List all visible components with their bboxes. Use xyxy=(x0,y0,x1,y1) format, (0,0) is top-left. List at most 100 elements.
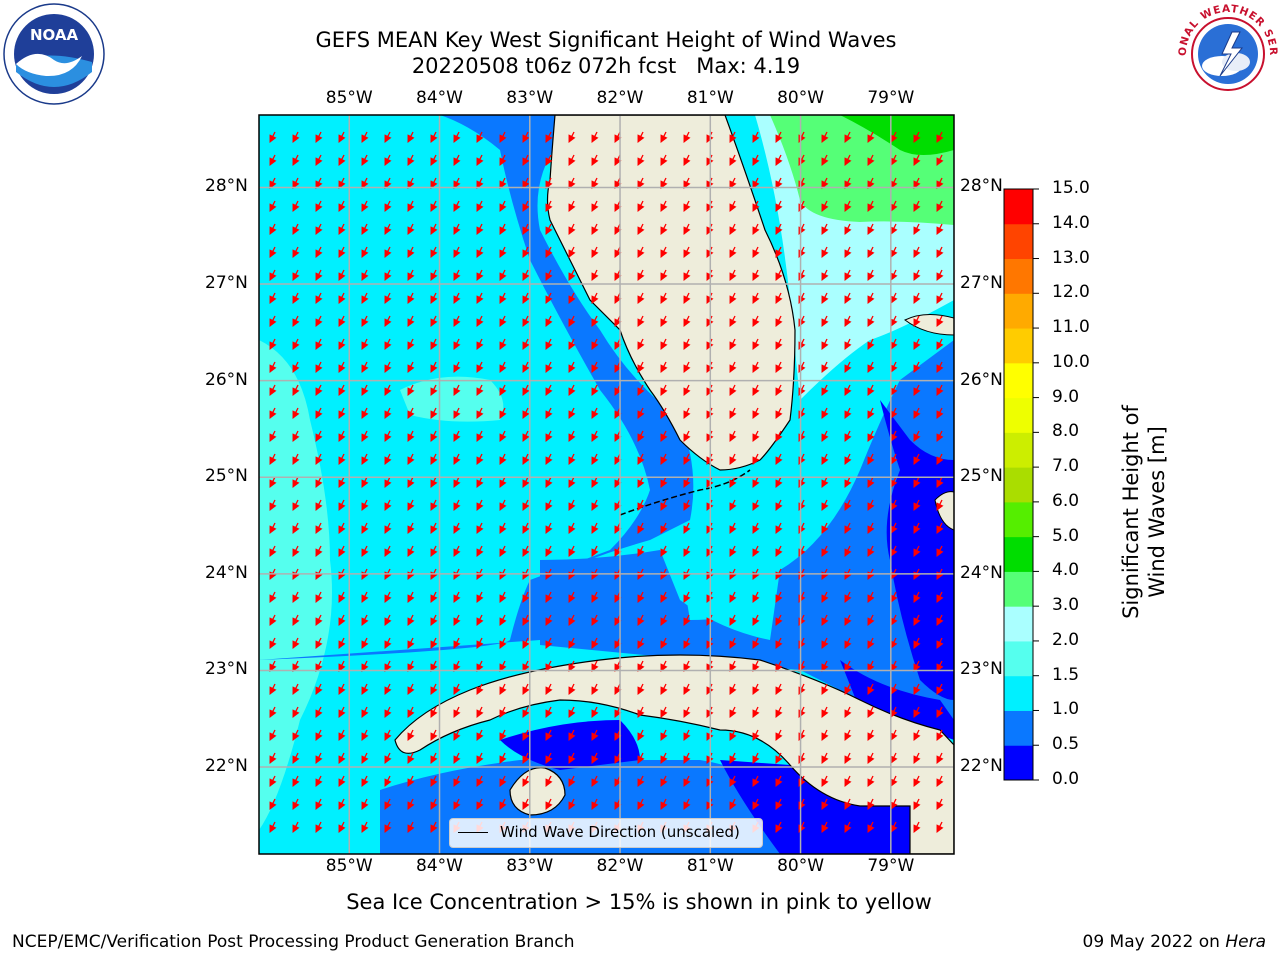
colorbar-tick-label: 14.0 xyxy=(1052,212,1090,233)
wave-direction-arrow xyxy=(844,591,852,603)
wave-direction-arrow xyxy=(338,637,346,649)
wave-direction-arrow xyxy=(292,499,300,511)
wave-direction-arrow xyxy=(361,752,369,764)
wave-direction-arrow xyxy=(844,269,852,281)
wave-direction-arrow xyxy=(384,591,392,603)
wave-direction-arrow xyxy=(913,821,921,833)
wave-direction-arrow xyxy=(407,660,415,672)
wave-direction-arrow xyxy=(430,338,438,350)
footer-date-text: 09 May 2022 on xyxy=(1082,932,1226,952)
wave-direction-arrow xyxy=(338,269,346,281)
wave-direction-arrow xyxy=(614,154,622,166)
wave-direction-arrow xyxy=(591,384,599,396)
wave-direction-arrow xyxy=(545,706,553,718)
wave-direction-arrow xyxy=(752,200,760,212)
wave-direction-arrow xyxy=(614,614,622,626)
wave-direction-arrow xyxy=(821,315,829,327)
wave-direction-arrow xyxy=(269,821,277,833)
wave-direction-arrow xyxy=(683,614,691,626)
wave-direction-arrow xyxy=(292,775,300,787)
wave-direction-arrow xyxy=(315,200,323,212)
wave-direction-arrow xyxy=(844,798,852,810)
wave-direction-arrow xyxy=(407,752,415,764)
wave-direction-arrow xyxy=(775,706,783,718)
wave-direction-arrow xyxy=(269,729,277,741)
title-line-2: 20220508 t06z 072h fcst Max: 4.19 xyxy=(411,54,801,78)
wave-direction-arrow xyxy=(890,683,898,695)
wave-direction-arrow xyxy=(269,752,277,764)
wave-direction-arrow xyxy=(338,614,346,626)
wave-direction-arrow xyxy=(752,430,760,442)
wave-direction-arrow xyxy=(637,154,645,166)
wave-direction-arrow xyxy=(936,292,944,304)
wave-direction-arrow xyxy=(752,522,760,534)
wave-direction-arrow xyxy=(591,453,599,465)
wave-direction-arrow xyxy=(545,177,553,189)
wave-direction-arrow xyxy=(913,522,921,534)
wave-direction-arrow xyxy=(637,407,645,419)
wave-direction-arrow xyxy=(660,223,668,235)
wave-direction-arrow xyxy=(890,637,898,649)
wave-direction-arrow xyxy=(890,821,898,833)
wave-direction-arrow xyxy=(637,269,645,281)
wave-direction-arrow xyxy=(315,637,323,649)
colorbar-title: Significant Height of Wind Waves [m] xyxy=(1119,405,1169,619)
wave-direction-arrow xyxy=(752,154,760,166)
wave-direction-arrow xyxy=(683,729,691,741)
map-frame xyxy=(258,114,955,855)
colorbar-bin xyxy=(1004,293,1033,329)
wave-direction-arrow xyxy=(384,430,392,442)
wave-direction-arrow xyxy=(844,384,852,396)
wave-direction-arrow xyxy=(269,361,277,373)
wave-direction-arrow xyxy=(522,499,530,511)
wave-direction-arrow xyxy=(361,798,369,810)
lat-label-right: 26°N xyxy=(960,369,1003,390)
wave-direction-arrow xyxy=(591,545,599,557)
wave-direction-arrow xyxy=(292,246,300,258)
wave-direction-arrow xyxy=(545,522,553,534)
wave-direction-arrow xyxy=(568,752,576,764)
wave-direction-arrow xyxy=(936,752,944,764)
wave-direction-arrow xyxy=(476,384,484,396)
wave-direction-arrow xyxy=(384,292,392,304)
wave-direction-arrow xyxy=(407,223,415,235)
wave-direction-arrow xyxy=(499,177,507,189)
wave-direction-arrow xyxy=(292,453,300,465)
wave-direction-arrow xyxy=(315,453,323,465)
wave-direction-arrow xyxy=(499,614,507,626)
lon-label-top: 79°W xyxy=(867,88,915,108)
wave-direction-arrow xyxy=(315,430,323,442)
noaa-logo: NOAA xyxy=(3,3,105,105)
wave-direction-arrow xyxy=(568,292,576,304)
wave-direction-arrow xyxy=(499,430,507,442)
wave-direction-arrow xyxy=(568,338,576,350)
wave-direction-arrow xyxy=(821,660,829,672)
wave-direction-arrow xyxy=(545,430,553,442)
wave-direction-arrow xyxy=(775,269,783,281)
wave-direction-arrow xyxy=(292,752,300,764)
lat-label-left: 25°N xyxy=(205,466,248,487)
lon-label-top: 83°W xyxy=(506,88,554,108)
wave-direction-arrow xyxy=(476,522,484,534)
wave-direction-arrow xyxy=(890,752,898,764)
wave-direction-arrow xyxy=(729,545,737,557)
wave-direction-arrow xyxy=(913,292,921,304)
wave-direction-arrow xyxy=(476,545,484,557)
wave-direction-arrow xyxy=(637,683,645,695)
wave-direction-arrow xyxy=(821,614,829,626)
wave-direction-arrow xyxy=(683,522,691,534)
wave-direction-arrow xyxy=(292,545,300,557)
wave-direction-arrow xyxy=(844,499,852,511)
wave-direction-arrow xyxy=(338,706,346,718)
wave-direction-arrow xyxy=(660,660,668,672)
wave-direction-arrow xyxy=(637,292,645,304)
wave-direction-arrow xyxy=(269,338,277,350)
wave-direction-arrow xyxy=(453,729,461,741)
wave-direction-arrow xyxy=(499,453,507,465)
colorbar-tick-label: 6.0 xyxy=(1052,490,1080,511)
wave-direction-arrow xyxy=(499,545,507,557)
wave-direction-arrow xyxy=(338,223,346,235)
wave-direction-arrow xyxy=(568,154,576,166)
wave-direction-arrow xyxy=(660,200,668,212)
wave-direction-arrow xyxy=(752,177,760,189)
